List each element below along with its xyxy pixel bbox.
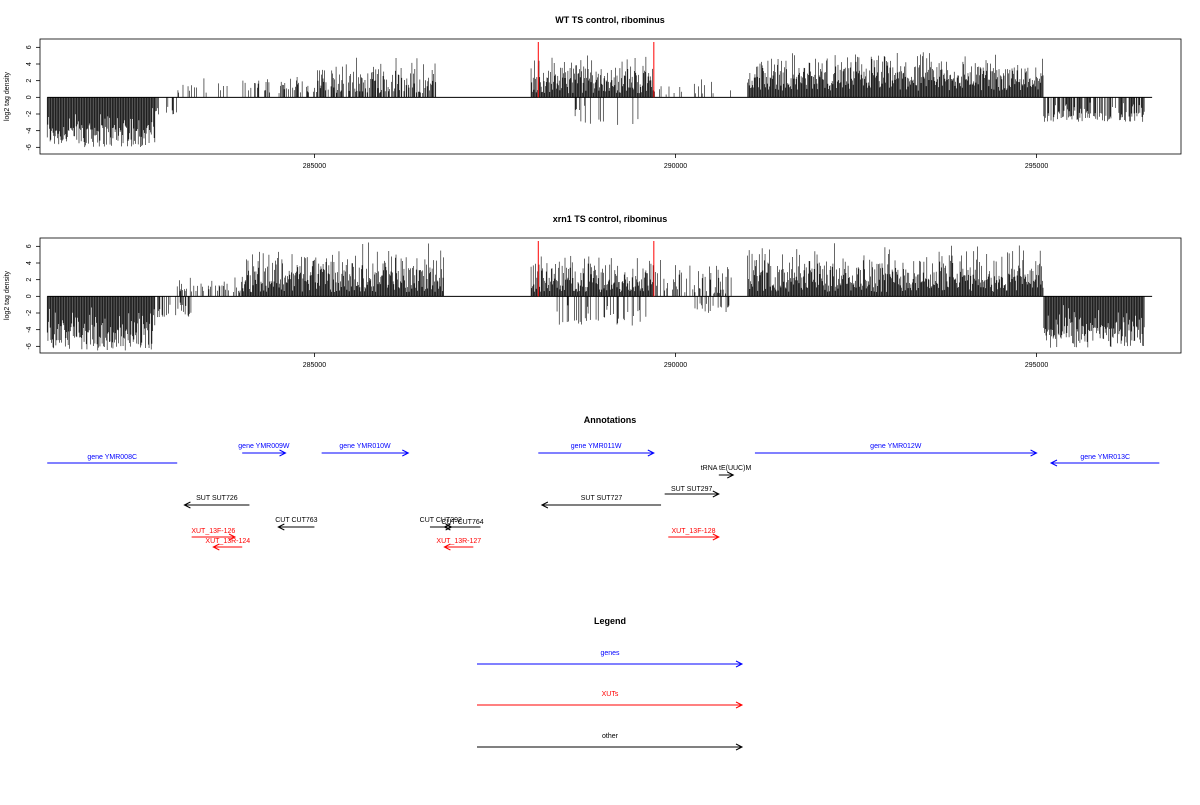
wt-density-panel: WT TS control, ribominus log2 tag densit… [4,15,1182,170]
annotation-label: gene YMR012W [870,443,922,450]
annotation-label: gene YMR011W [571,443,622,450]
annotation-feature-arrowhead [712,533,720,541]
annotation-feature-arrowhead [183,501,191,509]
annotation-feature: XUT_13R-127 [436,538,481,551]
legend-label: XUTs [602,691,619,698]
xrn1-x-tick-label: 295000 [1025,362,1048,369]
annotation-feature-arrowhead [647,449,655,457]
xrn1-bars [46,241,1153,351]
wt-x-tick-label: 295000 [1025,163,1048,170]
legend-entry-other: other [477,733,744,751]
annotation-label: gene YMR008C [87,454,137,461]
annotation-label: SUT SUT727 [581,495,623,502]
annotation-feature-arrowhead [402,449,410,457]
legend-other-arrowhead [735,743,744,751]
annotation-feature-arrowhead [727,471,735,479]
annotation-label: XUT_13F-126 [191,528,235,535]
annotation-feature: gene YMR008C [47,454,178,464]
legend-entry-gene: genes [477,650,744,668]
xrn1-y-tick-label: 2 [26,278,33,282]
annotation-label: SUT SUT726 [196,495,238,502]
annotation-label: tRNA tE(UUC)M [701,465,752,472]
wt-y-tick-label: -2 [26,111,33,117]
annotation-feature: SUT SUT297 [664,486,720,498]
legend-label: other [602,733,619,740]
wt-y-axis-label: log2 tag density [4,71,11,121]
annotation-feature-arrowhead [228,533,237,541]
annotation-label: gene YMR009W [238,443,290,450]
annotation-label: XUT_13R-124 [205,538,250,545]
annotation-label: CUT CUT763 [275,517,317,524]
annotation-feature-arrowhead [277,523,285,531]
annotation-label: XUT_13F-128 [672,528,716,535]
wt-y-tick-label: -4 [26,127,33,133]
xrn1-y-tick-label: 4 [26,261,33,265]
annotation-label: XUT_13R-127 [436,538,481,545]
xrn1-y-tick-label: -2 [26,310,33,316]
xrn1-density-panel: xrn1 TS control, ribominus log2 tag dens… [4,214,1182,369]
annotation-feature: gene YMR009W [238,443,290,457]
wt-x-tick-label: 290000 [664,163,687,170]
xrn1-x-tick-label: 290000 [664,362,687,369]
annotation-feature: gene YMR013C [1049,454,1160,467]
annotation-feature-arrowhead [712,490,720,498]
wt-y-tick-label: 2 [26,79,33,83]
xrn1-y-tick-label: 6 [26,244,33,248]
annotation-feature-arrowhead [540,501,549,509]
annotation-feature-arrowhead [443,523,451,531]
annotation-feature: SUT SUT726 [183,495,250,509]
wt-y-tick-label: 6 [26,45,33,49]
wt-panel-title: WT TS control, ribominus [555,15,665,25]
xrn1-plot-frame [39,237,1182,354]
xrn1-y-tick-label: -4 [26,326,33,332]
annotation-features: gene YMR008C gene YMR009W gene YMR010W gene… [47,443,1160,551]
annotation-label: gene YMR013C [1080,454,1130,461]
annotation-feature: SUT SUT727 [540,495,662,509]
xrn1-y-tick-label: 0 [26,294,33,298]
annotation-feature: gene YMR012W [754,443,1038,457]
xrn1-y-axis-label: log2 tag density [4,270,11,320]
annotation-feature: XUT_13F-126 [191,528,237,541]
annotation-label: gene YMR010W [339,443,391,450]
legend-title: Legend [594,616,626,626]
annotation-feature-arrowhead [443,543,451,551]
wt-bars [46,42,1153,148]
legend-entries: genes XUTs other [477,650,744,751]
annotation-label: CUT CUT764 [441,519,483,526]
annotation-feature-arrowhead [279,449,287,457]
xrn1-panel-title: xrn1 TS control, ribominus [553,214,668,224]
annotation-feature: XUT_13R-124 [205,538,250,551]
xrn1-axes: -6 -4 -2 0 2 4 6 285000 290000 295000 [26,244,1048,369]
annotation-feature: tRNA tE(UUC)M [701,465,752,479]
annotation-feature-arrowhead [1049,459,1058,467]
annotation-feature-arrowhead [1030,449,1038,457]
legend-panel: Legend genes XUTs other [477,616,744,751]
wt-y-tick-label: -6 [26,144,33,150]
annotations-title: Annotations [584,415,637,425]
legend-xut-arrowhead [735,701,744,709]
annotation-feature: gene YMR010W [321,443,410,457]
wt-x-tick-label: 285000 [303,163,326,170]
annotation-feature: gene YMR011W [538,443,655,457]
xrn1-y-tick-label: -6 [26,343,33,349]
legend-gene-arrowhead [735,660,744,668]
annotation-feature: XUT_13F-128 [668,528,720,541]
wt-y-tick-label: 0 [26,95,33,99]
wt-axes: -6 -4 -2 0 2 4 6 285000 290000 295000 [26,45,1048,170]
annotation-feature-arrowhead [212,543,220,551]
legend-label: genes [600,650,620,657]
annotation-feature: CUT CUT763 [275,517,318,531]
wt-y-tick-label: 4 [26,62,33,66]
annotation-feature: CUT CUT764 [441,519,484,531]
wt-plot-frame [39,38,1182,155]
annotation-label: CUT CUT292 [420,517,462,524]
legend-entry-xut: XUTs [477,691,744,709]
annotation-label: SUT SUT297 [671,486,713,493]
xrn1-x-tick-label: 285000 [303,362,326,369]
